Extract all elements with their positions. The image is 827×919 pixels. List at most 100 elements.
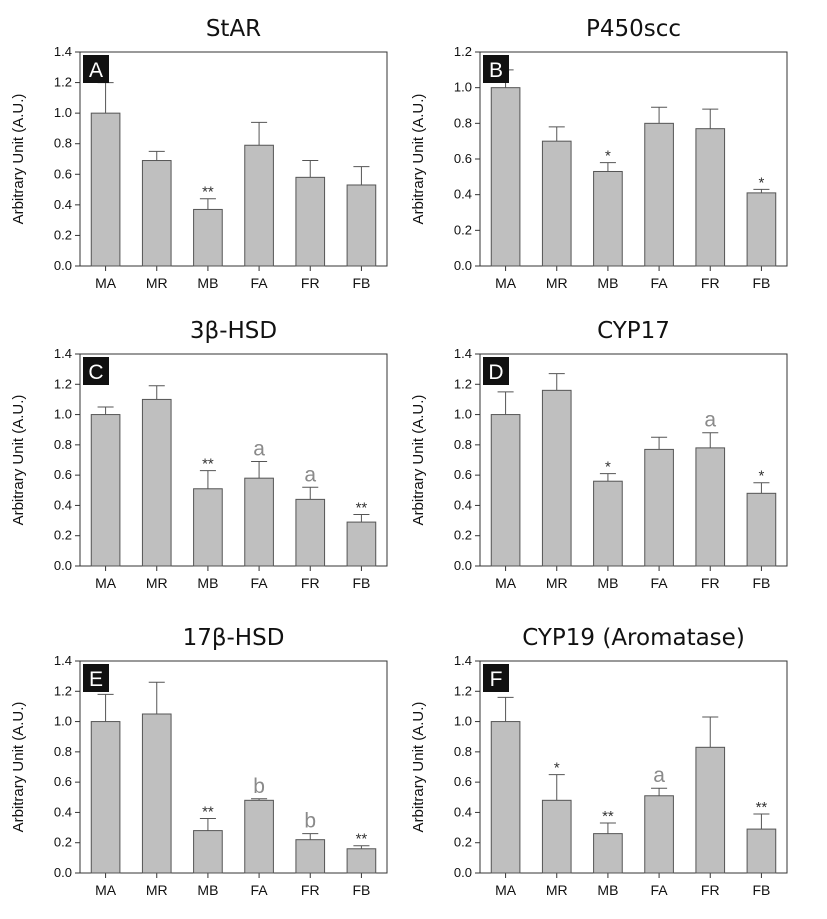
- panel-badge: [83, 357, 109, 385]
- bar-ma: [90, 112, 121, 267]
- y-tick-label: 1.2: [54, 376, 72, 391]
- x-tick-label: MA: [495, 575, 517, 591]
- x-tick-label: FA: [251, 575, 269, 591]
- significance-label: *: [758, 174, 764, 191]
- significance-label: *: [605, 148, 611, 165]
- panel-letter: A: [89, 59, 103, 82]
- x-tick-label: FB: [752, 882, 770, 898]
- bar-mb: [593, 833, 623, 874]
- significance-label: **: [356, 831, 368, 848]
- y-tick-label: 1.4: [454, 653, 472, 668]
- significance-label: a: [304, 463, 316, 486]
- bar-mb: [193, 488, 223, 567]
- bar-mr: [141, 160, 172, 267]
- bar-fb: [746, 828, 777, 874]
- x-tick-label: MA: [95, 275, 117, 291]
- chart-panel-a: StAR Arbitrary Unit (A.U.) 0.0 0.2 0.4 0.6 0.8…: [10, 16, 388, 291]
- x-tick-label: FB: [752, 275, 770, 291]
- bar-fr: [295, 176, 326, 267]
- significance-label: a: [653, 764, 665, 787]
- chart-panel-e: 17β-HSD Arbitrary Unit (A.U.) 0.0 0.2 0.4 0.6…: [10, 625, 388, 898]
- y-tick-label: 1.2: [54, 75, 72, 90]
- plot-frame: [79, 51, 388, 267]
- y-tick-label: 0.2: [454, 528, 472, 543]
- bar-mr: [141, 713, 172, 874]
- chart-panel-d: CYP17 Arbitrary Unit (A.U.) 0.0 0.2 0.4 0.6 0.…: [410, 318, 788, 591]
- x-tick-label: MR: [146, 575, 168, 591]
- x-tick-label: MB: [197, 882, 218, 898]
- y-tick-label: 1.0: [54, 714, 72, 729]
- bar-fb: [746, 192, 777, 267]
- x-tick-label: FA: [651, 575, 669, 591]
- x-tick-label: FR: [301, 882, 320, 898]
- y-tick-label: 1.4: [54, 44, 72, 59]
- y-tick-label: 0.0: [454, 865, 472, 880]
- y-tick-label: 0.8: [454, 744, 472, 759]
- y-tick-label: 0.8: [54, 437, 72, 452]
- x-tick-label: MR: [546, 882, 568, 898]
- x-tick-label: FR: [701, 575, 720, 591]
- bar-fa: [644, 448, 674, 567]
- bar-fr: [695, 746, 726, 874]
- y-axis-label: Arbitrary Unit (A.U.): [10, 702, 27, 833]
- x-tick-label: FR: [301, 575, 320, 591]
- x-tick-label: FB: [352, 882, 370, 898]
- y-tick-label: 0.4: [54, 197, 72, 212]
- bar-mr: [541, 140, 572, 267]
- panel-letter: E: [89, 668, 103, 691]
- y-tick-label: 0.8: [454, 437, 472, 452]
- y-tick-label: 0.6: [54, 166, 72, 181]
- significance-label: *: [554, 760, 560, 777]
- y-tick-label: 1.0: [454, 714, 472, 729]
- panel-badge: [83, 55, 109, 83]
- bar-fr: [695, 447, 726, 567]
- bar-mb: [193, 208, 223, 267]
- panel-letter: F: [490, 668, 503, 691]
- panel-letter: C: [88, 361, 103, 384]
- x-tick-label: FR: [701, 882, 720, 898]
- y-tick-label: 0.0: [54, 258, 72, 273]
- panel-badge: [483, 664, 509, 692]
- y-tick-label: 1.4: [54, 346, 72, 361]
- significance-label: *: [605, 459, 611, 476]
- y-tick-label: 0.0: [54, 558, 72, 573]
- bar-ma: [490, 87, 521, 267]
- bar-mr: [541, 389, 572, 567]
- y-axis-label: Arbitrary Unit (A.U.): [10, 94, 27, 225]
- bar-ma: [490, 721, 521, 874]
- x-tick-label: MA: [95, 575, 117, 591]
- chart-title: 3β-HSD: [190, 318, 277, 344]
- chart-title: P450scc: [586, 16, 681, 42]
- y-axis-label: Arbitrary Unit (A.U.): [10, 395, 27, 526]
- plot-frame: [79, 353, 388, 567]
- bar-fa: [644, 795, 674, 874]
- y-axis-label: Arbitrary Unit (A.U.): [410, 395, 427, 526]
- bar-fr: [295, 498, 326, 567]
- y-tick-label: 0.8: [54, 744, 72, 759]
- chart-panel-f: CYP19 (Aromatase) Arbitrary Unit (A.U.) 0.…: [410, 625, 788, 898]
- bar-fb: [746, 492, 777, 567]
- chart-panel-c: 3β-HSD Arbitrary Unit (A.U.) 0.0 0.2 0.4 0.6 0…: [10, 318, 388, 591]
- significance-label: a: [253, 438, 265, 461]
- y-tick-label: 0.2: [454, 835, 472, 850]
- x-tick-label: MR: [146, 275, 168, 291]
- chart-title: CYP17: [597, 318, 670, 344]
- y-tick-label: 1.0: [54, 407, 72, 422]
- x-tick-label: FA: [251, 275, 269, 291]
- bar-fa: [244, 799, 274, 874]
- x-tick-label: MR: [546, 575, 568, 591]
- panel-badge: [483, 55, 509, 83]
- bar-fr: [695, 128, 726, 267]
- significance-label: b: [304, 810, 316, 833]
- significance-label: b: [253, 775, 265, 798]
- chart-title: 17β-HSD: [183, 625, 285, 651]
- y-tick-label: 0.4: [454, 804, 472, 819]
- y-tick-label: 0.4: [54, 804, 72, 819]
- y-tick-label: 1.4: [54, 653, 72, 668]
- y-tick-label: 0.8: [454, 115, 472, 130]
- plot-frame: [79, 660, 388, 874]
- bar-mb: [593, 480, 623, 567]
- y-tick-label: 0.4: [454, 497, 472, 512]
- y-tick-label: 1.2: [454, 44, 472, 59]
